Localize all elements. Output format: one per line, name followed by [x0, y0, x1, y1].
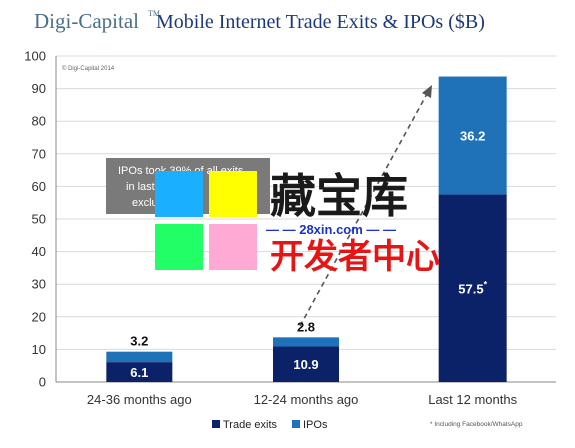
bar-ipos — [438, 76, 507, 195]
legend: Trade exits IPOs — [212, 419, 328, 431]
y-tick-label: 60 — [32, 179, 46, 194]
legend-label-trade-exits: Trade exits — [223, 419, 278, 431]
legend-swatch-ipos — [292, 420, 300, 428]
brand-trademark: TM — [148, 9, 160, 18]
y-tick-label: 10 — [32, 342, 46, 357]
data-label: 6.1 — [130, 365, 148, 380]
y-tick-label: 80 — [32, 114, 46, 129]
y-tick-label: 30 — [32, 277, 46, 292]
watermark: 藏宝库 — — 28xin.com — — 开发者中心 — [155, 170, 440, 276]
legend-label-ipos: IPOs — [303, 419, 328, 431]
annotation-line-3: exclu — [132, 197, 158, 209]
legend-swatch-trade-exits — [212, 420, 220, 428]
y-tick-label: 90 — [32, 81, 46, 96]
chart-title: Mobile Internet Trade Exits & IPOs ($B) — [156, 11, 485, 33]
bar-trade-exits — [438, 194, 507, 382]
x-axis-categories: 24-36 months ago 12-24 months ago Last 12 … — [87, 392, 518, 407]
trend-arrow — [299, 85, 432, 327]
y-tick-label: 20 — [32, 309, 46, 324]
x-category-label: 12-24 months ago — [254, 392, 359, 407]
y-tick-label: 100 — [24, 49, 46, 64]
bar-ipos — [106, 351, 173, 363]
y-axis-ticks: 0 10 20 30 40 50 60 70 80 90 100 — [24, 49, 46, 390]
watermark-tile-1 — [155, 171, 203, 217]
watermark-subtitle: 开发者中心 — [270, 238, 440, 276]
watermark-tile-4 — [209, 224, 257, 270]
x-category-label: 24-36 months ago — [87, 392, 192, 407]
bars: 6.1 3.2 10.9 2.8 57.5* 36.2 — [106, 76, 507, 382]
copyright-note: © Digi-Capital 2014 — [62, 65, 115, 72]
data-label: 10.9 — [293, 357, 318, 372]
y-tick-label: 50 — [32, 212, 46, 227]
watermark-title: 藏宝库 — [270, 170, 408, 222]
data-label: 36.2 — [460, 129, 485, 144]
footnote: * Including Facebook/WhatsApp — [430, 421, 523, 428]
brand-logo-text: Digi-Capital — [34, 9, 139, 33]
data-label: 57.5* — [458, 279, 487, 296]
plot-area: 0 10 20 30 40 50 60 70 80 90 100 © Digi-Capital 20… — [24, 49, 556, 407]
data-label: 3.2 — [130, 334, 148, 349]
annotation-line-2: in last — [126, 181, 155, 193]
y-tick-label: 0 — [39, 375, 46, 390]
y-tick-label: 40 — [32, 244, 46, 259]
watermark-tile-3 — [155, 224, 203, 270]
x-category-label: Last 12 months — [428, 392, 517, 407]
bar-trade-exits — [273, 346, 339, 382]
y-tick-label: 70 — [32, 146, 46, 161]
data-label: 2.8 — [297, 319, 315, 334]
bar-ipos — [273, 337, 339, 347]
watermark-url: — — 28xin.com — — — [266, 222, 396, 237]
watermark-tile-2 — [209, 171, 257, 217]
bar-trade-exits — [106, 362, 173, 382]
